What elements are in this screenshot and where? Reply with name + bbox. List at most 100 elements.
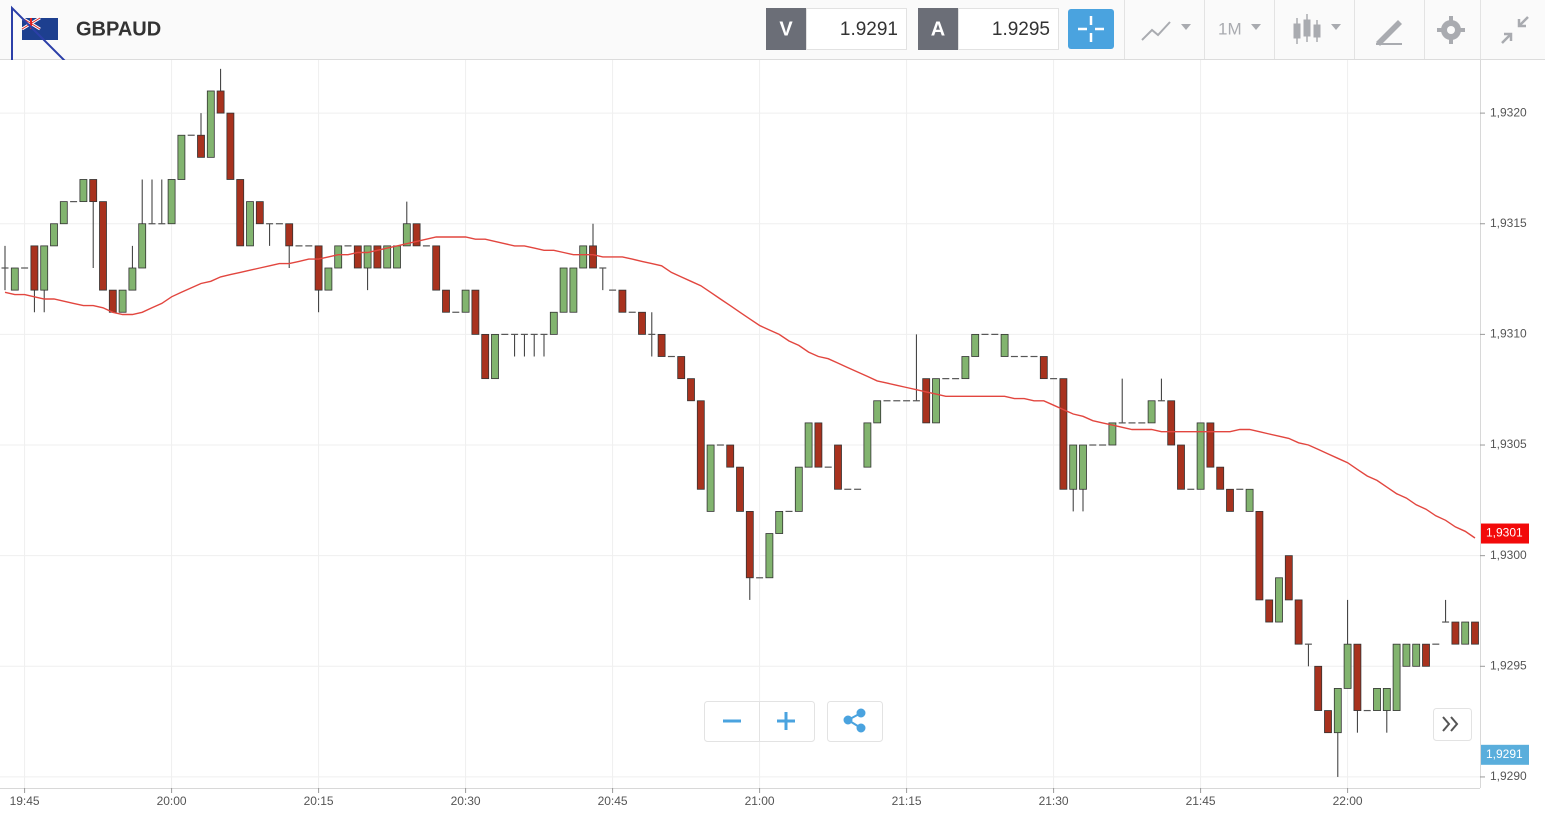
candle-body xyxy=(922,378,931,424)
candle-body xyxy=(687,378,695,402)
candle-body xyxy=(108,289,117,313)
candle-body xyxy=(363,245,372,269)
chart-type-button[interactable] xyxy=(1141,21,1191,41)
timeframe: 1M xyxy=(1218,19,1242,38)
plot-bg xyxy=(0,60,1480,788)
price-tag xyxy=(1481,744,1529,765)
candle-body xyxy=(579,245,588,269)
candle-body xyxy=(1059,378,1068,490)
share-icon xyxy=(843,708,866,733)
bid-badge[interactable] xyxy=(766,8,806,50)
price-tag-label: 1,9301 xyxy=(1486,526,1523,540)
candle-body xyxy=(1069,444,1078,490)
flag-icon xyxy=(21,16,58,40)
candle-body xyxy=(471,289,480,335)
collapse-button[interactable] xyxy=(1501,16,1529,44)
candle-body xyxy=(1275,577,1283,623)
candle-body xyxy=(481,333,490,380)
candle-body xyxy=(383,245,392,269)
bid-value: 1.9291 xyxy=(840,19,898,40)
candle-body xyxy=(1412,643,1421,667)
candle-body xyxy=(59,201,68,225)
ask-box[interactable] xyxy=(958,8,1059,50)
candle-body xyxy=(1284,555,1293,601)
zoom-controls xyxy=(704,701,1472,742)
candle-body xyxy=(246,201,254,247)
candle-body xyxy=(138,223,147,269)
candle-body xyxy=(118,289,127,313)
x-tick-label: 22:00 xyxy=(1333,794,1363,808)
y-tick-label: 1,9320 xyxy=(1490,105,1527,119)
ask-label: A xyxy=(931,18,945,40)
candle-body xyxy=(794,466,803,512)
y-tick-label: 1,9300 xyxy=(1490,548,1527,562)
timeframe-button[interactable]: 1M xyxy=(1218,19,1261,38)
candle-body xyxy=(559,267,568,313)
candle-body xyxy=(873,400,882,424)
candle-body xyxy=(1333,688,1342,734)
x-tick-label: 21:45 xyxy=(1186,794,1216,808)
toolbar: GBPAUD V 1.9291 A 1.9295 1M xyxy=(0,0,1545,75)
symbol: GBPAUD xyxy=(76,18,161,40)
scroll-end-button[interactable] xyxy=(1433,708,1472,741)
candle-body xyxy=(1216,466,1225,490)
candle-body xyxy=(402,223,411,247)
candle-body xyxy=(30,245,39,291)
candle-body xyxy=(1343,643,1352,689)
candle-body xyxy=(1294,599,1303,645)
zoom-in[interactable] xyxy=(777,712,795,730)
candle-body xyxy=(1245,488,1254,512)
candle-body xyxy=(393,245,401,269)
x-tick-label: 19:45 xyxy=(10,794,40,808)
x-tick-label: 21:30 xyxy=(1039,794,1069,808)
candle-body xyxy=(255,201,264,225)
candle-body xyxy=(206,90,215,158)
candle-body xyxy=(1422,643,1430,667)
draw-button[interactable] xyxy=(1376,20,1402,46)
y-tick-label: 1,9310 xyxy=(1490,327,1527,341)
bid-box[interactable] xyxy=(806,8,907,50)
candle-body xyxy=(1147,400,1156,424)
candle-style-button[interactable] xyxy=(1293,14,1341,44)
y-tick-label: 1,9295 xyxy=(1490,658,1527,672)
candle-body xyxy=(1177,444,1185,490)
candle-body xyxy=(216,90,225,114)
candle-body xyxy=(765,533,774,579)
candle-body xyxy=(1000,333,1009,357)
candle-body xyxy=(589,245,597,269)
candle-body xyxy=(40,245,49,291)
candle-body xyxy=(1079,444,1087,490)
candle-body xyxy=(1382,688,1391,711)
candle-body xyxy=(971,333,980,357)
candle-body xyxy=(167,179,176,225)
x-tick-label: 20:45 xyxy=(598,794,628,808)
candle-body xyxy=(549,311,558,335)
candle-body xyxy=(1314,665,1323,711)
candle-body xyxy=(863,422,872,468)
candle-body xyxy=(696,400,705,490)
candle-body xyxy=(461,289,470,313)
candle-body xyxy=(1461,621,1470,645)
candle-body xyxy=(1324,710,1332,734)
candle-body xyxy=(128,267,137,291)
candle-body xyxy=(745,511,754,579)
candle-body xyxy=(432,245,441,291)
settings-button[interactable] xyxy=(1437,16,1465,44)
candle-body xyxy=(1373,688,1381,711)
candle-body xyxy=(961,356,970,380)
candle-body xyxy=(177,134,186,180)
average-line xyxy=(4,236,1476,539)
candle-body xyxy=(932,378,940,424)
crosshair-button[interactable] xyxy=(1068,9,1114,49)
price-tag-label: 1,9291 xyxy=(1486,747,1523,761)
share-box[interactable] xyxy=(827,701,883,742)
candle-body xyxy=(10,267,19,291)
scroll-end-icon xyxy=(1442,716,1459,732)
candle-body xyxy=(775,511,784,534)
candle-body xyxy=(324,267,333,291)
x-tick-label: 20:00 xyxy=(157,794,187,808)
candle-body xyxy=(618,289,627,313)
ask-badge[interactable] xyxy=(918,8,958,50)
